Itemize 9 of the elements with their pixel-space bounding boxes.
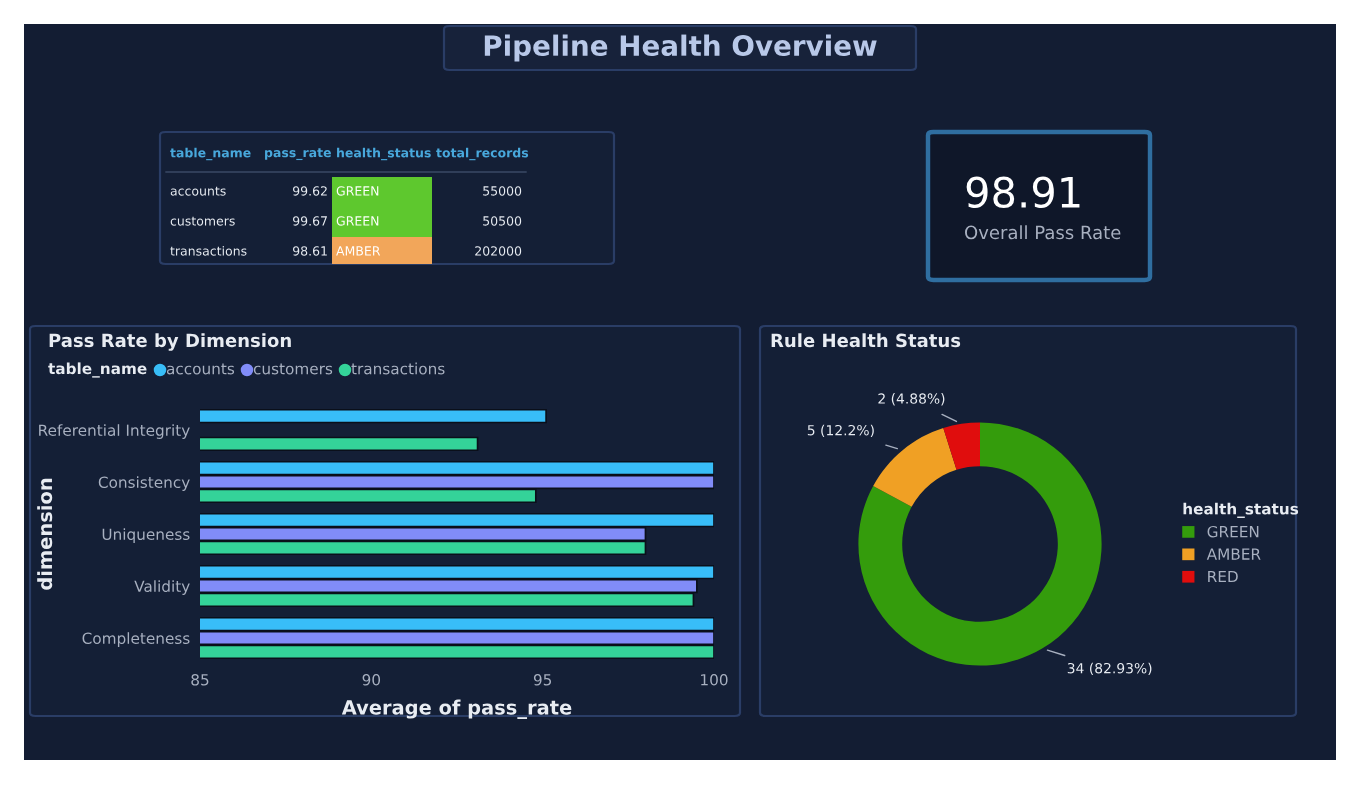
chart-title: Rule Health Status: [771, 333, 961, 348]
text: Pipeline Health Overview: [484, 34, 877, 62]
chart-title: Pass Rate by Dimension: [49, 333, 291, 351]
donut-slice: [873, 428, 957, 507]
category-label: Overall Pass Rate: [965, 225, 1121, 240]
y-axis-title: dimension: [37, 478, 53, 590]
x-axis-title: Average of pass_rate: [341, 699, 572, 719]
data-label: 98.91: [966, 176, 1080, 209]
donut-slice: [943, 422, 980, 470]
